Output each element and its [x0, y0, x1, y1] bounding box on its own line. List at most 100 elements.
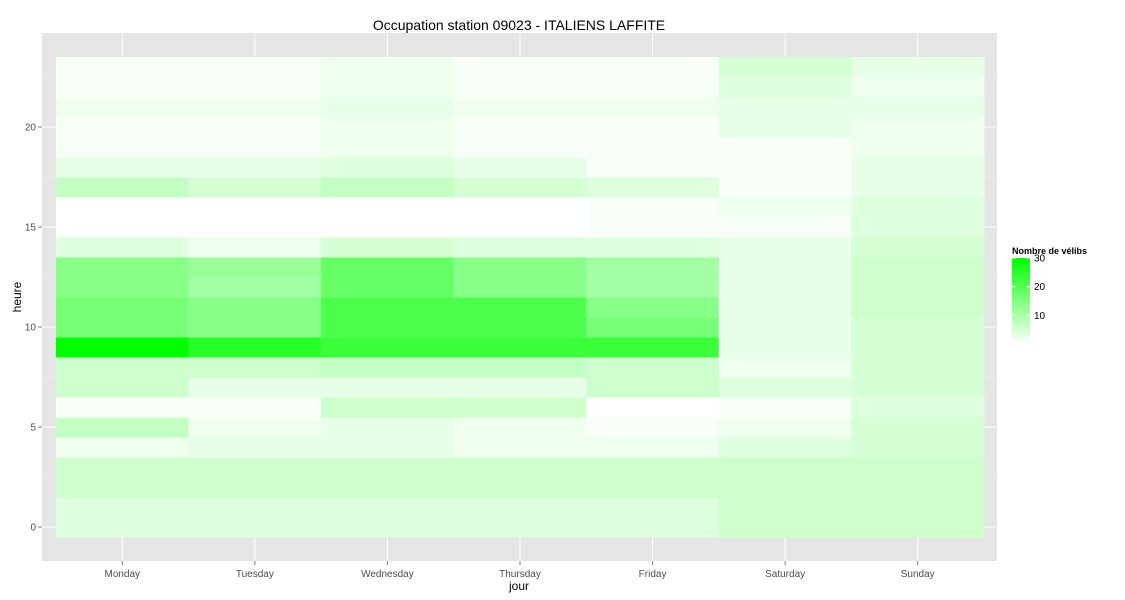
- heatmap-cell: [321, 517, 455, 538]
- heatmap-cell: [586, 97, 720, 118]
- y-tick-label: 15: [25, 223, 37, 234]
- heatmap-cell: [586, 377, 720, 398]
- legend-ticks: 10 20 30: [1012, 254, 1046, 322]
- heatmap-cell: [321, 217, 455, 238]
- heatmap-cell: [321, 397, 455, 418]
- heatmap-cell: [56, 317, 190, 338]
- heatmap-cell: [586, 237, 720, 258]
- heatmap-cell: [321, 157, 455, 178]
- heatmap-cell: [56, 237, 190, 258]
- heatmap-cell: [453, 137, 587, 158]
- x-axis-title: jour: [508, 579, 529, 593]
- heatmap-cell: [56, 517, 190, 538]
- heatmap-cell: [188, 117, 322, 138]
- x-tick-label: Saturday: [765, 569, 805, 580]
- heatmap-cell: [586, 117, 720, 138]
- heatmap-cell: [188, 497, 322, 518]
- heatmap-cell: [586, 137, 720, 158]
- heatmap-cell: [321, 197, 455, 218]
- heatmap-cell: [586, 77, 720, 98]
- heatmap-cell: [851, 177, 985, 198]
- heatmap-cell: [188, 517, 322, 538]
- legend-colorbar: [1012, 258, 1030, 344]
- legend-tick-label: 10: [1034, 311, 1046, 322]
- heatmap-cell: [718, 137, 852, 158]
- heatmap-cell: [586, 397, 720, 418]
- heatmap-cell: [188, 297, 322, 318]
- heatmap-cell: [851, 137, 985, 158]
- heatmap-cell: [56, 57, 190, 78]
- heatmap-cell: [188, 257, 322, 278]
- heatmap-cell: [453, 217, 587, 238]
- heatmap-cell: [188, 417, 322, 438]
- heatmap-cell: [851, 257, 985, 278]
- heatmap-cell: [188, 397, 322, 418]
- heatmap-cell: [321, 237, 455, 258]
- heatmap-cell: [453, 477, 587, 498]
- heatmap-cell: [56, 437, 190, 458]
- heatmap-cell: [851, 297, 985, 318]
- heatmap-cell: [718, 237, 852, 258]
- heatmap-cell: [718, 397, 852, 418]
- heatmap-cell: [453, 97, 587, 118]
- heatmap-cell: [188, 97, 322, 118]
- heatmap-cell: [718, 277, 852, 298]
- heatmap-cell: [321, 77, 455, 98]
- legend-tick-label: 20: [1034, 282, 1046, 293]
- heatmap-cell: [851, 277, 985, 298]
- heatmap-cell: [586, 457, 720, 478]
- heatmap-cell: [718, 297, 852, 318]
- heatmap-cell: [56, 357, 190, 378]
- heatmap-cell: [453, 437, 587, 458]
- legend: Nombre de vélibs 10 20 30: [1012, 246, 1087, 344]
- heatmap-cell: [718, 117, 852, 138]
- heatmap-cell: [718, 197, 852, 218]
- heatmap-cell: [851, 117, 985, 138]
- heatmap-cell: [851, 97, 985, 118]
- heatmap-cell: [56, 177, 190, 198]
- heatmap-cell: [56, 377, 190, 398]
- heatmap-cell: [718, 177, 852, 198]
- heatmap-cell: [453, 57, 587, 78]
- heatmap-cell: [188, 337, 322, 358]
- heatmap-cell: [453, 277, 587, 298]
- heatmap-cell: [851, 377, 985, 398]
- heatmap-cell: [56, 297, 190, 318]
- heatmap-cell: [188, 137, 322, 158]
- x-tick-label: Monday: [104, 569, 140, 580]
- heatmap-cell: [321, 497, 455, 518]
- heatmap-cell: [453, 317, 587, 338]
- heatmap-cell: [453, 177, 587, 198]
- heatmap-cell: [586, 477, 720, 498]
- x-tick-label: Sunday: [901, 569, 935, 580]
- heatmap-cell: [188, 157, 322, 178]
- chart-title: Occupation station 09023 - ITALIENS LAFF…: [373, 17, 665, 33]
- y-tick-label: 0: [30, 523, 36, 534]
- x-tick-label: Thursday: [499, 569, 541, 580]
- y-axis-title: heure: [10, 281, 24, 312]
- heatmap-cell: [851, 357, 985, 378]
- heatmap-cell: [586, 497, 720, 518]
- heatmap-cell: [321, 317, 455, 338]
- heatmap-cell: [453, 257, 587, 278]
- heatmap-cell: [453, 417, 587, 438]
- heatmap-cell: [453, 77, 587, 98]
- heatmap-cell: [453, 237, 587, 258]
- heatmap-cell: [56, 457, 190, 478]
- y-tick-label: 20: [25, 123, 37, 134]
- heatmap-cell: [718, 337, 852, 358]
- heatmap-cell: [851, 437, 985, 458]
- heatmap-cell: [718, 457, 852, 478]
- heatmap-cell: [56, 137, 190, 158]
- heatmap-cell: [321, 357, 455, 378]
- heatmap-cell: [851, 197, 985, 218]
- heatmap-cell: [188, 177, 322, 198]
- heatmap-cell: [718, 57, 852, 78]
- heatmap-cell: [321, 297, 455, 318]
- x-axis: Monday Tuesday Wednesday Thursday Friday Satu…: [104, 561, 935, 580]
- heatmap-cell: [321, 277, 455, 298]
- heatmap-cell: [188, 377, 322, 398]
- heatmap-cell: [188, 237, 322, 258]
- heatmap-cell: [56, 417, 190, 438]
